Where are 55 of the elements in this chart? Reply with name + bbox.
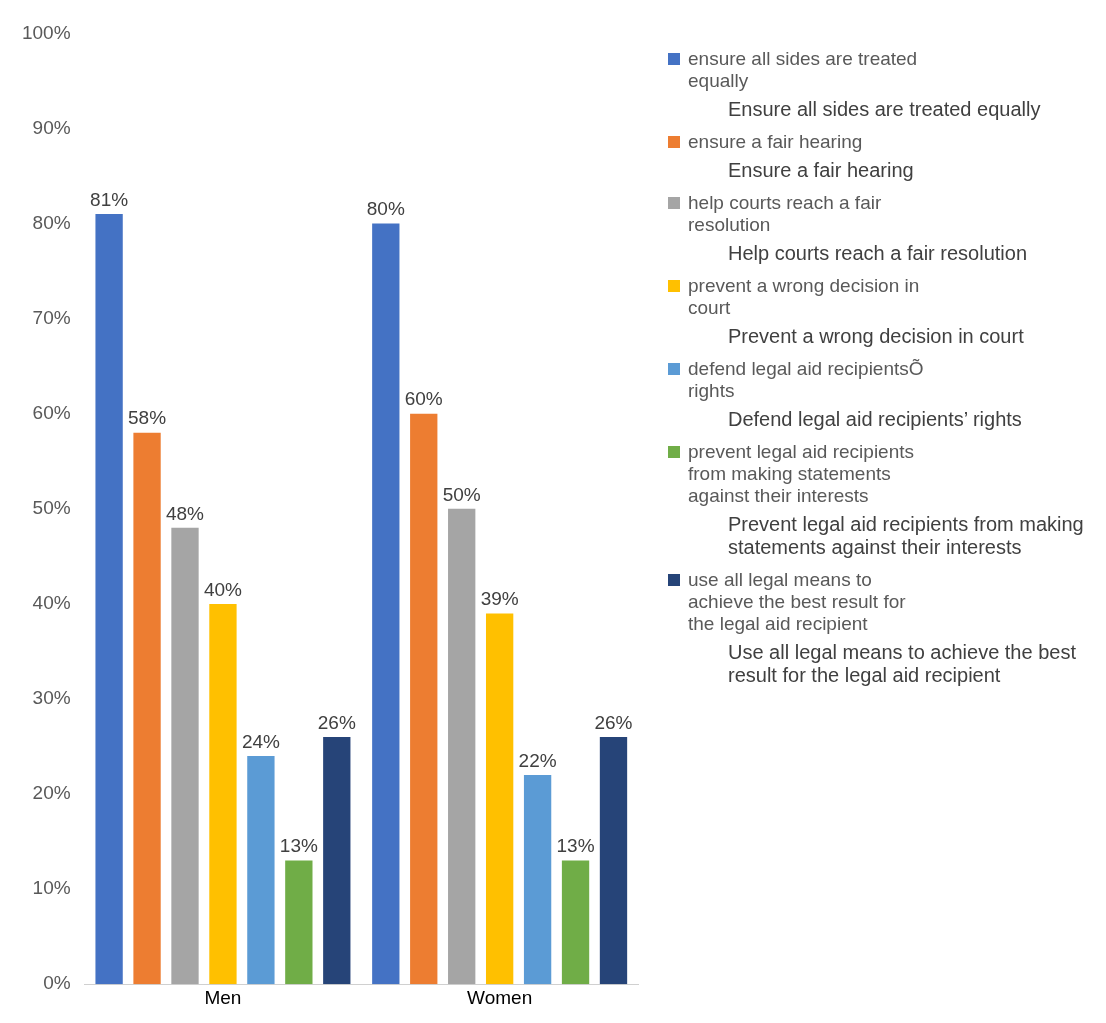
y-tick-label: 10% <box>32 877 71 899</box>
data-label: 60% <box>404 388 443 410</box>
y-tick-label: 0% <box>43 972 71 994</box>
y-tick-label: 70% <box>32 306 71 328</box>
legend-label: prevent a wrong decision in court <box>688 275 921 319</box>
data-label: 22% <box>518 749 557 771</box>
bar <box>95 214 123 985</box>
legend-label: defend legal aid recipientsÕ rights <box>688 358 925 402</box>
y-tick-label: 50% <box>32 497 71 519</box>
text: Ensure all sides are treated equally <box>727 98 1042 121</box>
y-tick-label: 100% <box>21 21 71 43</box>
data-label: 40% <box>203 578 243 600</box>
legend-label: help courts reach a fair resolution <box>688 192 883 236</box>
data-label: 26% <box>594 711 633 733</box>
legend-label: ensure all sides are treated equally <box>688 48 919 92</box>
bar <box>209 603 237 985</box>
data-label: 13% <box>556 835 595 857</box>
bar <box>523 775 552 985</box>
legend-label: ensure a fair hearing <box>688 131 864 153</box>
text: Prevent a wrong decision in court <box>727 325 1025 348</box>
legend-label: prevent legal aid recipients from making statements against their interests <box>688 441 916 507</box>
data-label: 26% <box>317 711 356 733</box>
bar <box>285 860 313 985</box>
text: Use all legal means to achieve the best result for the legal aid recipient <box>727 641 1077 687</box>
data-label: 39% <box>480 588 519 610</box>
bar <box>561 860 590 985</box>
data-label: 48% <box>165 502 205 524</box>
text: Prevent legal aid recipients from making statements against their interests <box>727 513 1085 559</box>
bar <box>448 508 476 985</box>
y-tick-label: 60% <box>32 401 71 423</box>
bar <box>247 756 275 985</box>
x-tick-label: Men <box>204 986 242 1008</box>
text: Defend legal aid recipients’ rights <box>727 408 1023 431</box>
legend-label: use all legal means to achieve the best result for the legal aid recipient <box>688 569 907 635</box>
data-label: 50% <box>442 483 481 505</box>
text: Help courts reach a fair resolution <box>727 242 1029 265</box>
data-label: 13% <box>279 835 318 857</box>
bar <box>171 527 199 985</box>
bar <box>133 432 161 985</box>
y-tick-label: 40% <box>32 592 71 614</box>
bar <box>599 736 628 985</box>
data-label: 58% <box>128 407 167 429</box>
bar <box>410 413 438 985</box>
y-tick-label: 90% <box>32 116 71 138</box>
y-tick-label: 80% <box>32 211 71 233</box>
y-tick-label: 20% <box>32 782 71 804</box>
bar <box>323 736 351 985</box>
data-label: 24% <box>241 730 281 752</box>
data-label: 80% <box>366 198 405 220</box>
y-tick-label: 30% <box>32 687 71 709</box>
text: Ensure a fair hearing <box>727 159 915 182</box>
bar <box>485 613 514 985</box>
bar <box>372 223 400 985</box>
data-label: 81% <box>90 188 129 210</box>
x-tick-label: Women <box>467 986 533 1008</box>
